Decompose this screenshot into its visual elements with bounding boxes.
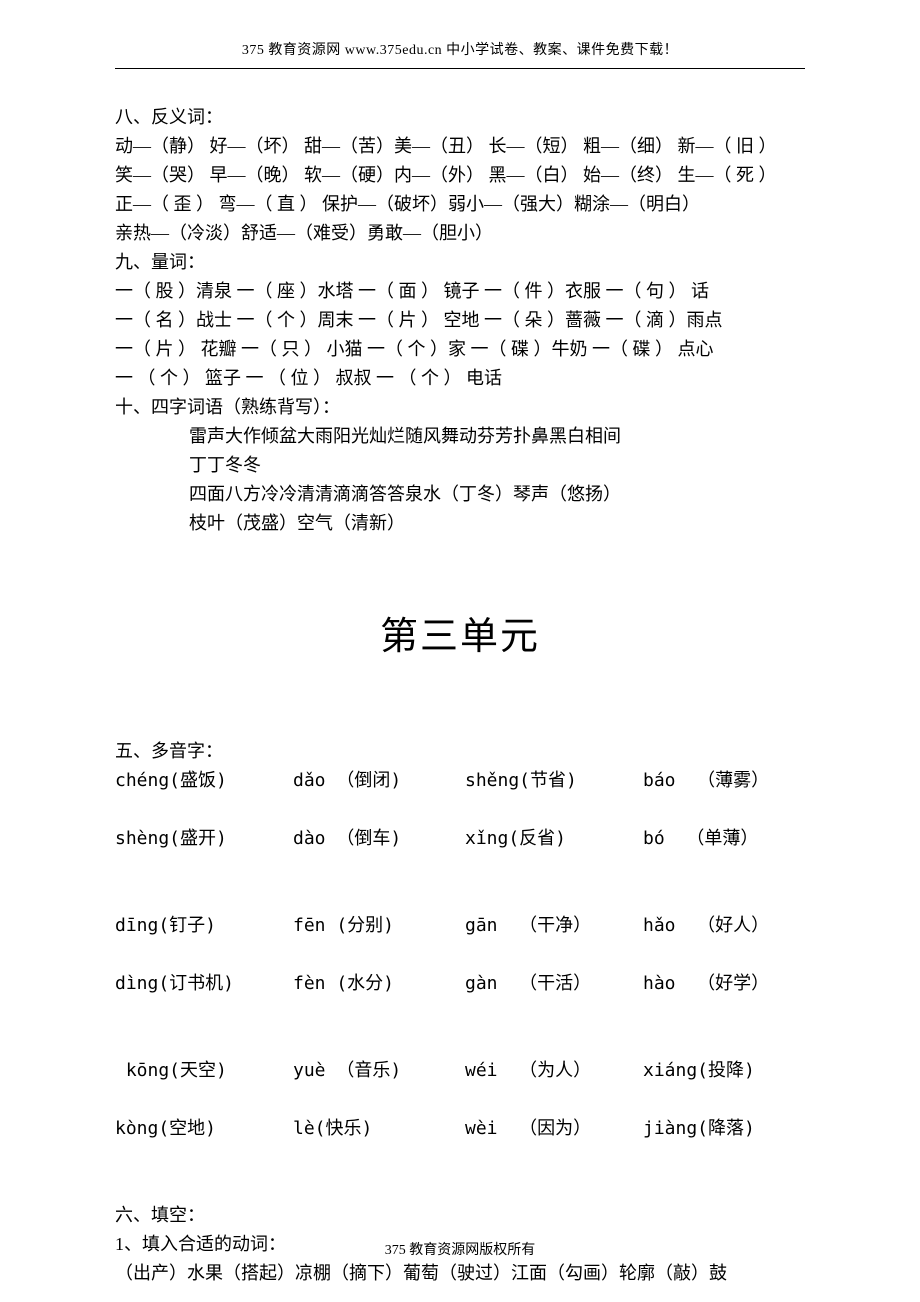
pinyin-row: dīng(钉子) fēn (分别) gān （干净） hǎo （好人） [115, 911, 805, 940]
pinyin-cell: chéng(盛饭) [115, 766, 293, 795]
pinyin-cell: kōng(天空) [115, 1056, 293, 1085]
pinyin-cell: shèng(盛开) [115, 824, 293, 853]
section-10-title: 十、四字词语（熟练背写）： [115, 393, 805, 422]
measure-word-line: 一（ 片 ） 花瓣 一（ 只 ） 小猫 一（ 个 ）家 一（ 碟 ）牛奶 一（ … [115, 335, 805, 364]
antonym-line: 亲热—（冷淡）舒适—（难受）勇敢—（胆小） [115, 219, 805, 248]
pinyin-row: chéng(盛饭) dǎo （倒闭) shěng(节省) báo （薄雾） [115, 766, 805, 795]
unit-title: 第三单元 [115, 608, 805, 667]
idiom-line: 丁丁冬冬 [115, 451, 805, 480]
pinyin-row: kòng(空地) lè(快乐) wèi （因为） jiàng(降落) [115, 1114, 805, 1143]
pinyin-cell: lè(快乐) [293, 1114, 465, 1143]
page-header: 375 教育资源网 www.375edu.cn 中小学试卷、教案、课件免费下载！ [115, 40, 805, 62]
pinyin-cell: jiàng(降落) [643, 1114, 805, 1143]
pinyin-cell: dào （倒车) [293, 824, 465, 853]
pinyin-cell: gàn （干活） [465, 969, 643, 998]
fill-verb-line: （出产）水果（搭起）凉棚（摘下）葡萄（驶过）江面（勾画）轮廓（敲）鼓 [115, 1259, 805, 1288]
pinyin-cell: dǎo （倒闭) [293, 766, 465, 795]
pinyin-cell: bó （单薄） [643, 824, 805, 853]
section-9-title: 九、量词： [115, 248, 805, 277]
pinyin-cell: gān （干净） [465, 911, 643, 940]
pinyin-cell: báo （薄雾） [643, 766, 805, 795]
pinyin-row: kōng(天空) yuè （音乐) wéi （为人） xiáng(投降) [115, 1056, 805, 1085]
document-body: 八、反义词： 动—（静） 好—（坏） 甜—（苦）美—（丑） 长—（短） 粗—（细… [115, 103, 805, 1288]
idiom-line: 雷声大作倾盆大雨阳光灿烂随风舞动芬芳扑鼻黑白相间 [115, 422, 805, 451]
idiom-line: 枝叶（茂盛）空气（清新） [115, 509, 805, 538]
measure-word-line: 一 （ 个 ） 篮子 一 （ 位 ） 叔叔 一 （ 个 ） 电话 [115, 364, 805, 393]
pinyin-cell: wéi （为人） [465, 1056, 643, 1085]
pinyin-cell: dìng(订书机) [115, 969, 293, 998]
antonym-line: 正—（ 歪 ） 弯—（ 直 ） 保护—（破坏）弱小—（强大）糊涂—（明白） [115, 190, 805, 219]
pinyin-cell: xiáng(投降) [643, 1056, 805, 1085]
measure-word-line: 一（ 股 ）清泉 一（ 座 ）水塔 一（ 面 ） 镜子 一（ 件 ）衣服 一（ … [115, 277, 805, 306]
pinyin-row: shèng(盛开) dào （倒车) xǐng(反省) bó （单薄） [115, 824, 805, 853]
section-5-title: 五、多音字： [115, 737, 805, 766]
section-8-title: 八、反义词： [115, 103, 805, 132]
antonym-line: 动—（静） 好—（坏） 甜—（苦）美—（丑） 长—（短） 粗—（细） 新—（ 旧… [115, 132, 805, 161]
section-6-title: 六、填空： [115, 1201, 805, 1230]
pinyin-cell: hào （好学） [643, 969, 805, 998]
pinyin-cell: hǎo （好人） [643, 911, 805, 940]
antonym-line: 笑—（哭） 早—（晚） 软—（硬）内—（外） 黑—（白） 始—（终） 生—（ 死… [115, 161, 805, 190]
pinyin-row: dìng(订书机) fèn (水分) gàn （干活） hào （好学） [115, 969, 805, 998]
header-rule [115, 68, 805, 69]
idiom-line: 四面八方冷冷清清滴滴答答泉水（丁冬）琴声（悠扬） [115, 480, 805, 509]
pinyin-cell: xǐng(反省) [465, 824, 643, 853]
pinyin-cell: dīng(钉子) [115, 911, 293, 940]
pinyin-cell: kòng(空地) [115, 1114, 293, 1143]
pinyin-cell: fèn (水分) [293, 969, 465, 998]
page-footer: 375 教育资源网版权所有 [0, 1240, 920, 1262]
pinyin-cell: fēn (分别) [293, 911, 465, 940]
pinyin-cell: shěng(节省) [465, 766, 643, 795]
pinyin-cell: wèi （因为） [465, 1114, 643, 1143]
measure-word-line: 一（ 名 ）战士 一（ 个 ）周末 一（ 片 ） 空地 一（ 朵 ）蔷薇 一（ … [115, 306, 805, 335]
pinyin-cell: yuè （音乐) [293, 1056, 465, 1085]
